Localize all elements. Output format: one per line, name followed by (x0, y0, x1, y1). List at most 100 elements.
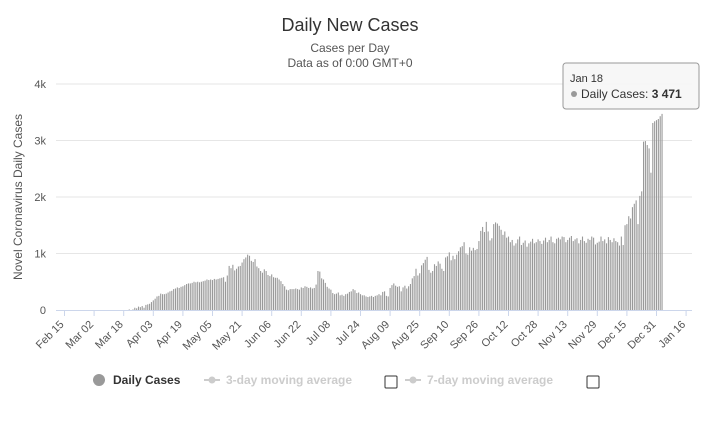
bar[interactable] (141, 306, 143, 310)
bar[interactable] (326, 286, 328, 310)
bar[interactable] (593, 237, 595, 310)
bar[interactable] (173, 289, 175, 310)
bar[interactable] (337, 292, 339, 310)
bar[interactable] (204, 280, 206, 310)
bar[interactable] (380, 295, 382, 310)
bar[interactable] (345, 294, 347, 310)
bar[interactable] (445, 257, 447, 310)
bar[interactable] (456, 254, 458, 310)
bar[interactable] (154, 298, 156, 310)
bar[interactable] (426, 256, 428, 310)
bar[interactable] (626, 224, 628, 310)
bar[interactable] (448, 252, 450, 310)
bar[interactable] (483, 232, 485, 310)
bar[interactable] (541, 243, 543, 310)
bar[interactable] (302, 287, 304, 310)
bar[interactable] (226, 275, 228, 310)
bar[interactable] (437, 261, 439, 310)
bar[interactable] (617, 242, 619, 310)
bar[interactable] (145, 304, 147, 310)
bar[interactable] (398, 286, 400, 310)
bar[interactable] (298, 289, 300, 310)
bar[interactable] (134, 307, 136, 310)
bar[interactable] (136, 308, 138, 310)
bar[interactable] (252, 261, 254, 310)
bar[interactable] (554, 243, 556, 310)
bar[interactable] (158, 295, 160, 310)
bar[interactable] (308, 287, 310, 310)
bar[interactable] (469, 247, 471, 310)
bar[interactable] (219, 278, 221, 310)
bar[interactable] (552, 242, 554, 310)
bar[interactable] (607, 237, 609, 310)
bar[interactable] (655, 120, 658, 310)
bar[interactable] (358, 292, 360, 310)
bar[interactable] (600, 236, 602, 310)
bar[interactable] (522, 242, 524, 310)
bar[interactable] (517, 239, 519, 310)
bar[interactable] (502, 234, 504, 310)
bar[interactable] (243, 259, 245, 310)
bar[interactable] (613, 238, 615, 310)
bar[interactable] (567, 239, 569, 310)
bar[interactable] (241, 262, 243, 310)
bar[interactable] (319, 271, 321, 310)
bar[interactable] (163, 294, 165, 310)
bar[interactable] (313, 287, 315, 310)
bar[interactable] (354, 290, 356, 310)
bar[interactable] (195, 282, 197, 310)
bar[interactable] (495, 222, 497, 310)
bar[interactable] (461, 246, 463, 310)
bar[interactable] (245, 257, 247, 310)
bar[interactable] (234, 270, 236, 310)
bar[interactable] (643, 141, 645, 310)
bar[interactable] (532, 238, 534, 310)
bar[interactable] (162, 294, 164, 310)
bar[interactable] (570, 235, 572, 310)
bar[interactable] (439, 263, 441, 310)
bar[interactable] (474, 250, 476, 310)
bar[interactable] (369, 296, 371, 310)
bar[interactable] (165, 293, 167, 310)
bar[interactable] (269, 276, 271, 310)
bar[interactable] (202, 281, 204, 310)
bar[interactable] (422, 263, 424, 310)
bar[interactable] (143, 307, 145, 310)
bar[interactable] (635, 200, 637, 310)
bar[interactable] (174, 288, 177, 310)
bar[interactable] (250, 260, 252, 310)
bar[interactable] (265, 271, 267, 310)
bar[interactable] (561, 236, 563, 310)
bar[interactable] (389, 287, 391, 310)
bar[interactable] (578, 243, 580, 310)
bar[interactable] (186, 284, 188, 310)
bar[interactable] (559, 239, 561, 310)
bar[interactable] (500, 229, 502, 310)
bar[interactable] (167, 292, 169, 310)
bar[interactable] (228, 265, 230, 310)
bar[interactable] (661, 113, 663, 311)
bar[interactable] (343, 295, 345, 310)
bar[interactable] (304, 286, 306, 310)
bar[interactable] (378, 294, 380, 310)
bar[interactable] (393, 283, 395, 310)
bar[interactable] (470, 250, 473, 310)
bar[interactable] (624, 225, 626, 310)
bar[interactable] (324, 282, 326, 310)
bar[interactable] (646, 145, 648, 310)
bar[interactable] (544, 237, 547, 310)
bar[interactable] (511, 239, 513, 310)
bar[interactable] (284, 286, 286, 310)
bar[interactable] (583, 241, 585, 310)
bar[interactable] (352, 289, 354, 310)
bar[interactable] (254, 259, 256, 310)
bar[interactable] (215, 279, 217, 310)
bar[interactable] (206, 279, 208, 310)
bar[interactable] (371, 295, 373, 310)
bar[interactable] (278, 279, 280, 310)
bar[interactable] (489, 240, 491, 310)
legend-checkbox-3-day[interactable] (384, 375, 398, 389)
bar[interactable] (594, 244, 596, 310)
bar[interactable] (247, 254, 249, 310)
bar[interactable] (367, 297, 369, 310)
